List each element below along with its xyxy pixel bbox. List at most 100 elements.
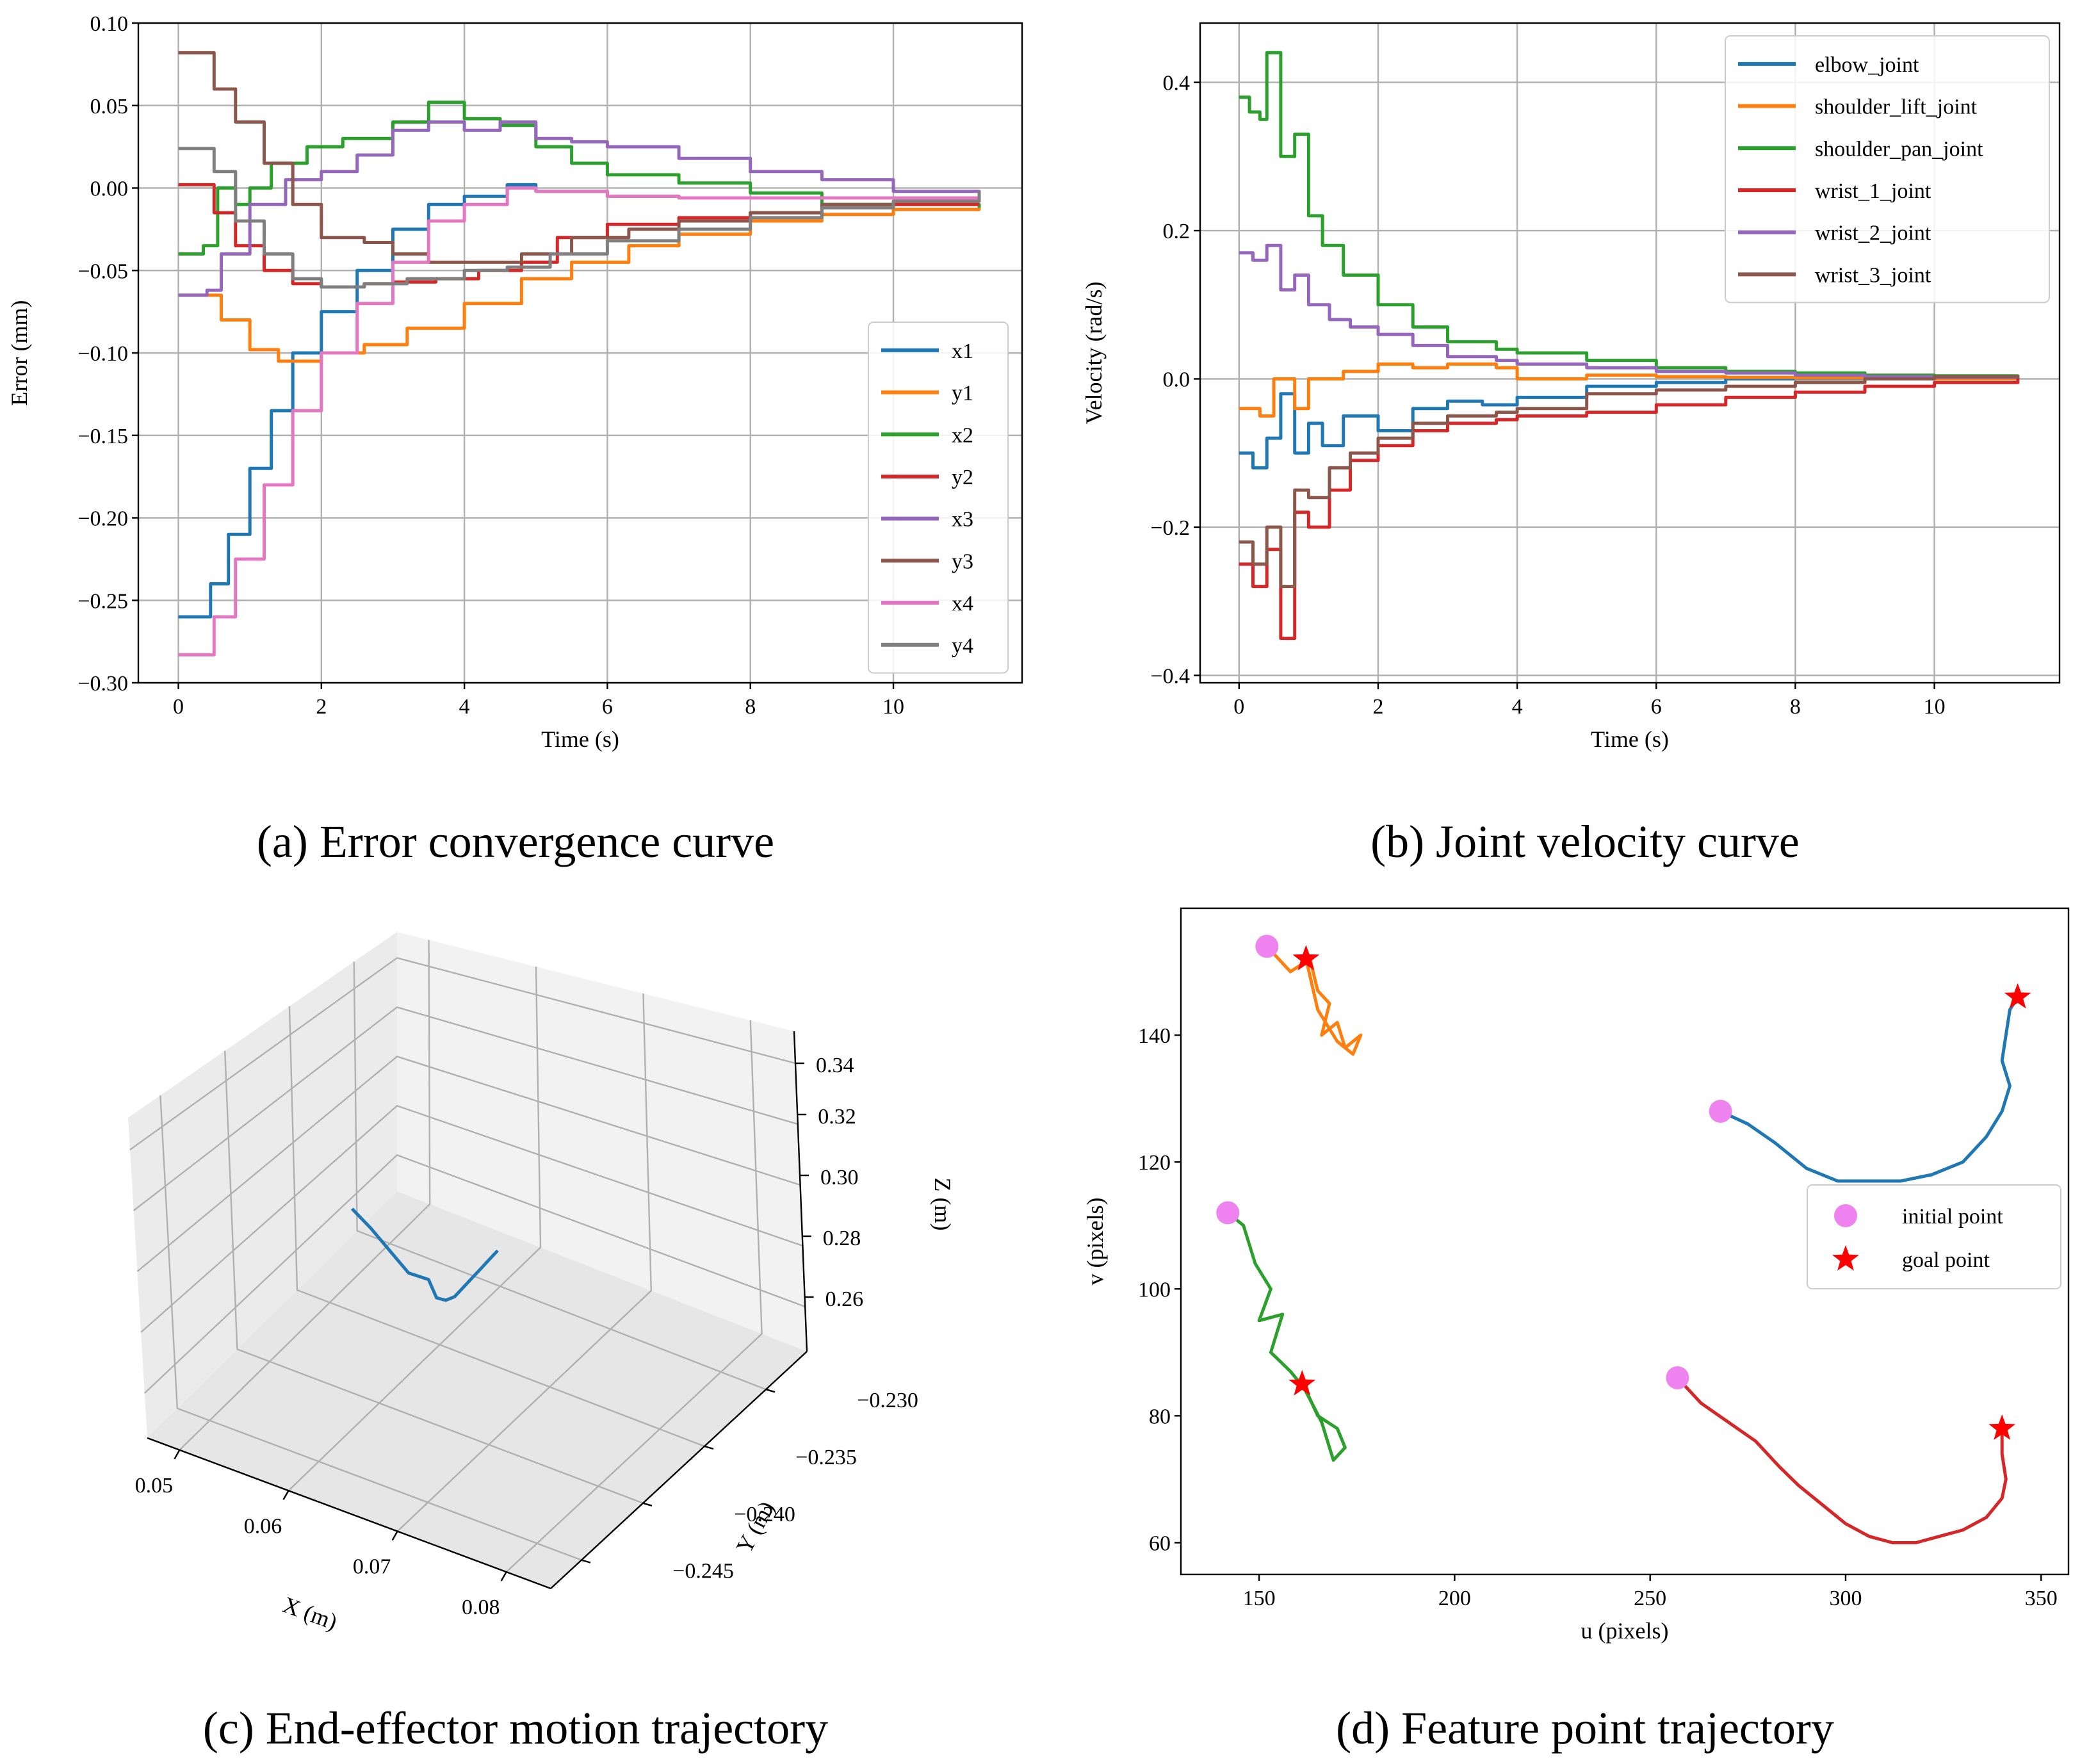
series-line-y2: [178, 183, 979, 289]
z-axis-label: Z (m): [930, 1178, 955, 1231]
y-tick-label: −0.25: [77, 589, 128, 613]
legend-box: [1807, 1184, 2061, 1289]
legend-label-x4: x4: [952, 592, 973, 616]
legend-label-shoulder_pan_joint: shoulder_pan_joint: [1815, 137, 1983, 161]
legend-label-x3: x3: [952, 508, 973, 532]
series-line-wrist_1_joint: [1239, 379, 2020, 641]
x-tick-label: 8: [745, 695, 756, 719]
y-tick-label: 0.0: [1163, 368, 1191, 392]
goal-point-marker: [1288, 1369, 1316, 1396]
y-tick-label: 60: [1149, 1531, 1171, 1555]
initial-point-marker: [1666, 1366, 1689, 1389]
panel-c-3d-trajectory: 0.05 0.06 0.07 0.08 X (m) −0.245 −0.240 −0.235 −…: [128, 932, 955, 1635]
y-gridline: [159, 1095, 582, 1561]
x-tick-label: 200: [1438, 1587, 1471, 1610]
x-tick-label: 300: [1829, 1587, 1862, 1610]
y-tick-label: 120: [1138, 1151, 1171, 1175]
floor-pane: [147, 1191, 807, 1588]
y-tick-label: −0.30: [77, 672, 128, 696]
y-tick-label: −0.245: [672, 1560, 734, 1583]
legend-label-y4: y4: [952, 634, 973, 658]
y-tick-label: 100: [1138, 1278, 1171, 1302]
x-tick-label: 2: [1372, 695, 1383, 719]
x-tick-label: 0.08: [462, 1596, 500, 1619]
legend-label-elbow_joint: elbow_joint: [1815, 53, 1919, 77]
series-line-trajectory: [350, 1207, 499, 1302]
x-gridline: [505, 1020, 763, 1573]
x-tick-label: 0: [1233, 695, 1244, 719]
x-axis-label: Time (s): [541, 726, 619, 752]
series-line-x3: [178, 120, 981, 297]
z-tick-label: 0.26: [825, 1287, 864, 1311]
goal-point-marker: [1988, 1414, 2016, 1440]
z-gridline: [143, 1154, 806, 1394]
x-tick-label: 250: [1634, 1587, 1666, 1610]
axes-frame: [1180, 907, 2070, 1576]
x-axis-label: Time (s): [1591, 726, 1669, 752]
x-tick: [174, 1450, 181, 1460]
x-gridline: [396, 993, 653, 1532]
z-tick-label: 0.30: [820, 1166, 859, 1189]
series-line-y3: [178, 51, 981, 264]
x-tick-label: 0.06: [244, 1514, 282, 1538]
series-line-x1: [178, 183, 979, 619]
x-gridline: [179, 940, 431, 1451]
caption-b: (b) Joint velocity curve: [1370, 816, 1800, 867]
y-tick: [581, 1559, 591, 1564]
series-line-y1: [178, 208, 981, 363]
x-tick: [500, 1571, 507, 1581]
legend-label-goal: goal point: [1902, 1248, 1990, 1272]
z-gridline: [133, 1006, 799, 1211]
legend-label-y2: y2: [952, 466, 973, 489]
z-tick-label: 0.32: [818, 1105, 856, 1129]
legend-label-wrist_1_joint: wrist_1_joint: [1815, 179, 1931, 203]
legend-box: [868, 322, 1009, 674]
x-axis-line: [147, 1437, 551, 1590]
y-tick-label: −0.230: [857, 1389, 918, 1412]
series-line-feature4: [1676, 1376, 2008, 1544]
series-line-y4: [178, 147, 981, 289]
caption-a: (a) Error convergence curve: [257, 816, 774, 867]
x-tick-label: 4: [1512, 695, 1523, 719]
series-line-feature3: [1226, 1211, 1347, 1462]
y-axis-line: [550, 1351, 808, 1589]
x-axis-label: u (pixels): [1581, 1618, 1669, 1644]
legend-label-wrist_2_joint: wrist_2_joint: [1815, 222, 1931, 245]
caption-c: (c) End-effector motion trajectory: [203, 1703, 828, 1754]
legend-marker-initial: [1834, 1204, 1857, 1227]
x-tick-label: 10: [882, 695, 904, 719]
y-tick: [765, 1389, 776, 1393]
y-tick-label: −0.15: [77, 425, 128, 448]
z-axis-line: [793, 1031, 808, 1352]
legend-label-x1: x1: [952, 339, 973, 363]
series-line-wrist_3_joint: [1239, 375, 2020, 589]
plot-area: [1239, 51, 2020, 641]
y-tick-label: −0.235: [795, 1446, 857, 1469]
x-tick-label: 6: [602, 695, 613, 719]
plot-area: [178, 51, 981, 657]
initial-point-marker: [1216, 1201, 1240, 1225]
y-tick-label: 80: [1149, 1405, 1171, 1428]
panel-b-velocity-chart: 0 2 4 6 8 10 −0.4 −0.2 0.0 0.2 0.4 Time (s) Velocity…: [1081, 22, 2061, 752]
plot-area: [1216, 935, 2031, 1544]
y-tick-label: −0.2: [1150, 516, 1190, 540]
y-tick-label: 140: [1138, 1024, 1171, 1048]
series-line-wrist_2_joint: [1239, 243, 2020, 379]
axes-frame: [1199, 22, 2061, 684]
legend-label-initial: initial point: [1902, 1205, 2003, 1229]
initial-point-marker: [1255, 935, 1279, 958]
y-tick-label: 0.10: [90, 12, 129, 36]
z-gridline: [129, 957, 796, 1150]
y-tick-label: 0.4: [1163, 72, 1191, 95]
z-tick-label: 0.34: [816, 1054, 854, 1077]
y-tick-label: 0.05: [90, 95, 129, 118]
series-line-feature1: [1719, 996, 2019, 1183]
x-tick-label: 4: [459, 695, 470, 719]
legend-label-y3: y3: [952, 550, 973, 573]
y-axis-label: Error (mm): [6, 300, 32, 406]
y-axis-label: Velocity (rad/s): [1081, 282, 1107, 425]
legend-label-x2: x2: [952, 423, 973, 447]
x-tick: [391, 1531, 398, 1541]
initial-point-marker: [1709, 1099, 1732, 1123]
